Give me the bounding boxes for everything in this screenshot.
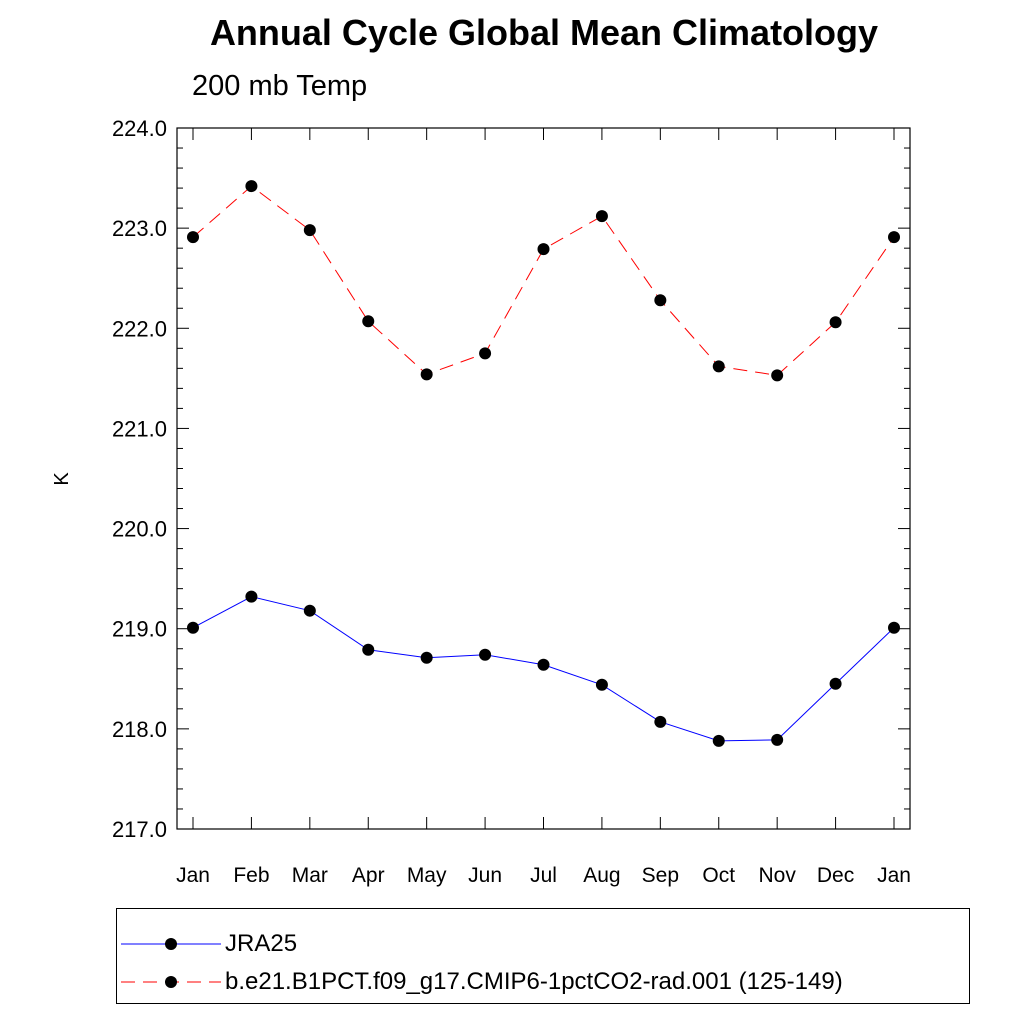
legend: JRA25 b.e21.B1PCT.f09_g17.CMIP6-1pctCO2-… (116, 908, 970, 1004)
series-line-1 (192, 185, 895, 376)
data-point-series-0 (595, 678, 608, 691)
data-point-series-0 (771, 733, 784, 746)
x-tick-label: May (407, 864, 447, 887)
legend-label-jra25: JRA25 (225, 930, 298, 957)
data-point-series-1 (479, 347, 492, 360)
x-tick-label: Jul (530, 864, 557, 887)
data-point-series-0 (420, 651, 433, 664)
legend-entry-jra25: JRA25 (117, 929, 967, 959)
data-point-series-1 (829, 316, 842, 329)
legend-entry-model: b.e21.B1PCT.f09_g17.CMIP6-1pctCO2-rad.00… (117, 967, 967, 997)
data-point-series-0 (303, 604, 316, 617)
x-tick-label: Dec (817, 864, 854, 887)
legend-swatch-model (121, 976, 221, 988)
data-point-series-1 (362, 315, 375, 328)
data-point-series-0 (479, 648, 492, 661)
y-tick-label: 224.0 (112, 116, 167, 141)
legend-swatch-jra25 (121, 938, 221, 950)
x-tick-label: Aug (583, 864, 620, 887)
chart-title: Annual Cycle Global Mean Climatology (209, 12, 879, 53)
y-tick-label: 218.0 (112, 717, 167, 742)
y-tick-label: 220.0 (112, 517, 167, 542)
data-point-series-1 (712, 360, 725, 373)
data-point-series-1 (654, 294, 667, 307)
x-tick-label: Jan (877, 864, 911, 887)
y-tick-label: 223.0 (112, 216, 167, 241)
data-point-series-1 (420, 368, 433, 381)
data-point-series-1 (537, 243, 550, 256)
data-point-series-1 (187, 231, 199, 244)
chart-subtitle: 200 mb Temp (192, 70, 368, 102)
data-point-series-0 (712, 734, 725, 747)
x-tick-label: Mar (292, 864, 328, 887)
data-point-series-1 (771, 369, 784, 382)
y-tick-label: 219.0 (112, 617, 167, 642)
data-point-series-1 (245, 180, 258, 193)
data-point-series-0 (829, 677, 842, 690)
y-tick-label: 221.0 (112, 416, 167, 441)
legend-label-model: b.e21.B1PCT.f09_g17.CMIP6-1pctCO2-rad.00… (225, 968, 843, 995)
plot-frame (176, 127, 911, 830)
data-point-series-1 (888, 231, 900, 244)
data-point-series-0 (654, 715, 667, 728)
y-tick-label: 222.0 (112, 316, 167, 341)
data-point-series-0 (537, 658, 550, 671)
x-tick-label: Jun (468, 864, 502, 887)
y-tick-label: 217.0 (112, 817, 167, 842)
data-point-series-0 (245, 590, 258, 603)
data-point-series-0 (187, 621, 199, 634)
data-point-series-1 (595, 210, 608, 223)
x-tick-label: Jan (176, 864, 210, 887)
data-point-series-0 (362, 643, 375, 656)
data-point-series-1 (303, 224, 316, 237)
x-tick-label: Sep (642, 864, 679, 887)
x-tick-label: Nov (758, 864, 796, 887)
data-point-series-0 (888, 621, 900, 634)
x-tick-label: Oct (702, 864, 735, 887)
x-tick-label: Feb (233, 864, 269, 887)
x-tick-label: Apr (352, 864, 385, 887)
